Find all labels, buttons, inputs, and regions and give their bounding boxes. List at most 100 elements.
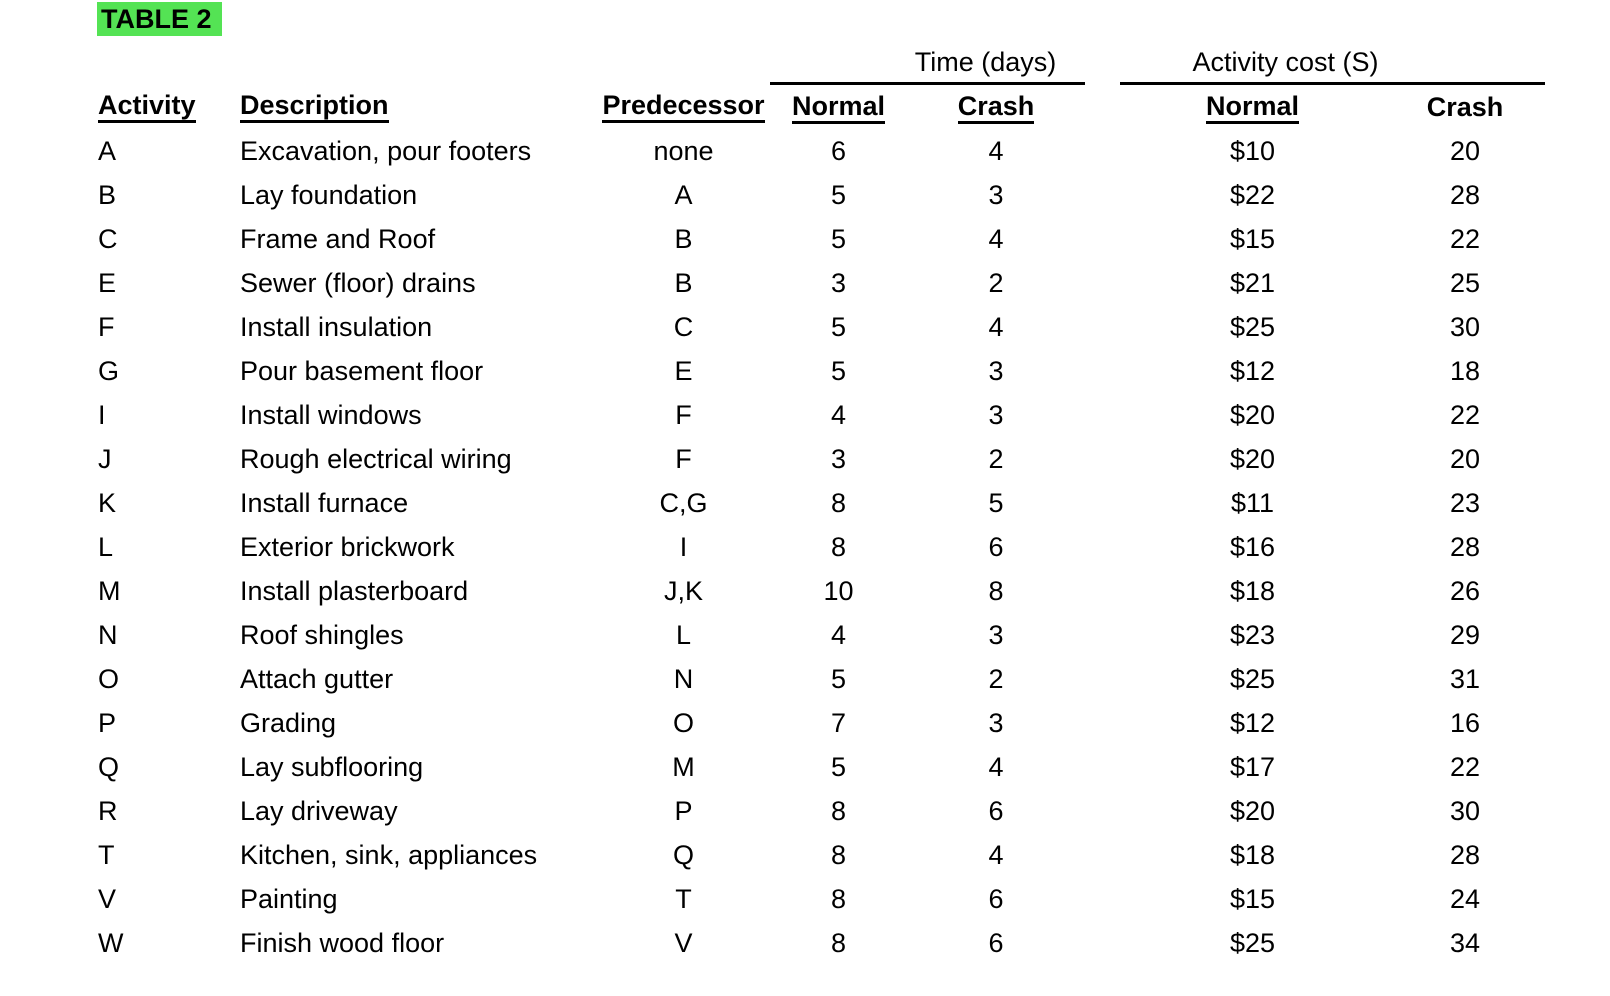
cell-time-crash: 4 (988, 135, 1004, 166)
table-row: Q Lay subflooring M 5 4 $17 22 (98, 745, 1545, 789)
cell-cost-normal: $18 (1229, 839, 1276, 870)
cell-description: Install windows (240, 399, 422, 430)
cell-cost-crash: 26 (1449, 575, 1481, 606)
spacer-cell (1085, 657, 1120, 701)
cell-cost-normal: $23 (1229, 619, 1276, 650)
table-row: A Excavation, pour footers none 6 4 $10 20 (98, 129, 1545, 173)
cell-time-crash: 4 (988, 751, 1004, 782)
cell-time-crash: 2 (988, 443, 1004, 474)
cell-cost-crash: 28 (1449, 179, 1481, 210)
cell-predecessor: none (653, 135, 714, 166)
spacer-cell (1085, 481, 1120, 525)
cell-cost-normal: $17 (1229, 751, 1276, 782)
table-row: C Frame and Roof B 5 4 $15 22 (98, 217, 1545, 261)
spacer-cell (1085, 437, 1120, 481)
cell-time-normal: 5 (830, 179, 847, 210)
cell-time-normal: 8 (830, 883, 847, 914)
cell-cost-crash: 23 (1449, 487, 1481, 518)
spacer-cell (1085, 833, 1120, 877)
spacer-cell (1085, 525, 1120, 569)
cell-cost-crash: 22 (1449, 399, 1481, 430)
cell-predecessor: I (679, 531, 688, 562)
cell-time-normal: 3 (830, 267, 847, 298)
cell-cost-crash: 20 (1449, 135, 1481, 166)
cell-time-normal: 8 (830, 927, 847, 958)
cell-time-crash: 3 (988, 179, 1004, 210)
cell-activity: E (98, 267, 117, 298)
table-row: B Lay foundation A 5 3 $22 28 (98, 173, 1545, 217)
cell-time-normal: 5 (830, 223, 847, 254)
cell-time-crash: 6 (988, 883, 1004, 914)
cell-cost-crash: 29 (1449, 619, 1481, 650)
cell-description: Attach gutter (240, 663, 394, 694)
title-row: TABLE 2 (97, 2, 1610, 36)
cell-description: Painting (240, 883, 338, 914)
cell-description: Lay driveway (240, 795, 398, 826)
cell-activity: P (98, 707, 117, 738)
cell-cost-normal: $20 (1229, 795, 1276, 826)
col-header-time-normal: Normal (770, 84, 907, 130)
cell-cost-crash: 28 (1449, 531, 1481, 562)
cell-cost-normal: $25 (1229, 927, 1276, 958)
cell-time-crash: 3 (988, 707, 1004, 738)
cell-time-crash: 5 (988, 487, 1004, 518)
table-row: L Exterior brickwork I 8 6 $16 28 (98, 525, 1545, 569)
table-row: F Install insulation C 5 4 $25 30 (98, 305, 1545, 349)
cell-activity: R (98, 795, 118, 826)
cell-activity: I (98, 399, 106, 430)
group-header-spacer (1085, 42, 1120, 84)
cell-predecessor: V (674, 927, 693, 958)
cell-activity: K (98, 487, 117, 518)
cell-activity: M (98, 575, 121, 606)
cell-predecessor: F (675, 443, 692, 474)
col-header-spacer (1085, 84, 1120, 130)
spacer-cell (1085, 745, 1120, 789)
spacer-cell (1085, 789, 1120, 833)
cell-time-crash: 4 (988, 223, 1004, 254)
cell-cost-crash: 25 (1449, 267, 1481, 298)
cell-description: Finish wood floor (240, 927, 445, 958)
cell-time-crash: 3 (988, 619, 1004, 650)
table-row: N Roof shingles L 4 3 $23 29 (98, 613, 1545, 657)
cell-activity: A (98, 135, 117, 166)
cell-cost-crash: 34 (1449, 927, 1481, 958)
cell-cost-normal: $25 (1229, 663, 1276, 694)
cell-activity: W (98, 927, 124, 958)
cell-activity: F (98, 311, 115, 342)
cell-predecessor: T (675, 883, 692, 914)
cell-cost-normal: $18 (1229, 575, 1276, 606)
column-header-row: Activity Description Predecessor Normal … (98, 84, 1545, 130)
cell-activity: V (98, 883, 117, 914)
cell-time-normal: 8 (830, 795, 847, 826)
cell-predecessor: C (673, 311, 694, 342)
cell-predecessor: B (674, 267, 693, 298)
cell-predecessor: C,G (659, 487, 708, 518)
cell-predecessor: E (674, 355, 693, 386)
table-row: G Pour basement floor E 5 3 $12 18 (98, 349, 1545, 393)
cell-cost-normal: $15 (1229, 223, 1276, 254)
col-header-predecessor-label: Predecessor (602, 91, 765, 123)
cell-time-crash: 6 (988, 531, 1004, 562)
cell-description: Sewer (floor) drains (240, 267, 476, 298)
table-row: W Finish wood floor V 8 6 $25 34 (98, 921, 1545, 965)
cell-time-crash: 6 (988, 927, 1004, 958)
spacer-cell (1085, 349, 1120, 393)
cell-predecessor: M (672, 751, 695, 782)
cell-time-crash: 8 (988, 575, 1004, 606)
cell-activity: G (98, 355, 120, 386)
cell-time-normal: 8 (830, 531, 847, 562)
table-row: K Install furnace C,G 8 5 $11 23 (98, 481, 1545, 525)
cell-time-normal: 7 (830, 707, 847, 738)
cell-time-normal: 8 (830, 839, 847, 870)
cell-cost-crash: 30 (1449, 311, 1481, 342)
cell-cost-crash: 31 (1449, 663, 1481, 694)
col-header-cost-crash-label: Crash (1426, 91, 1504, 122)
cell-description: Install plasterboard (240, 575, 469, 606)
cell-description: Excavation, pour footers (240, 135, 532, 166)
cell-cost-normal: $11 (1230, 487, 1275, 518)
spacer-cell (1085, 173, 1120, 217)
cell-activity: Q (98, 751, 120, 782)
cell-description: Grading (240, 707, 337, 738)
col-header-cost-crash: Crash (1385, 84, 1545, 130)
cell-cost-crash: 18 (1449, 355, 1481, 386)
